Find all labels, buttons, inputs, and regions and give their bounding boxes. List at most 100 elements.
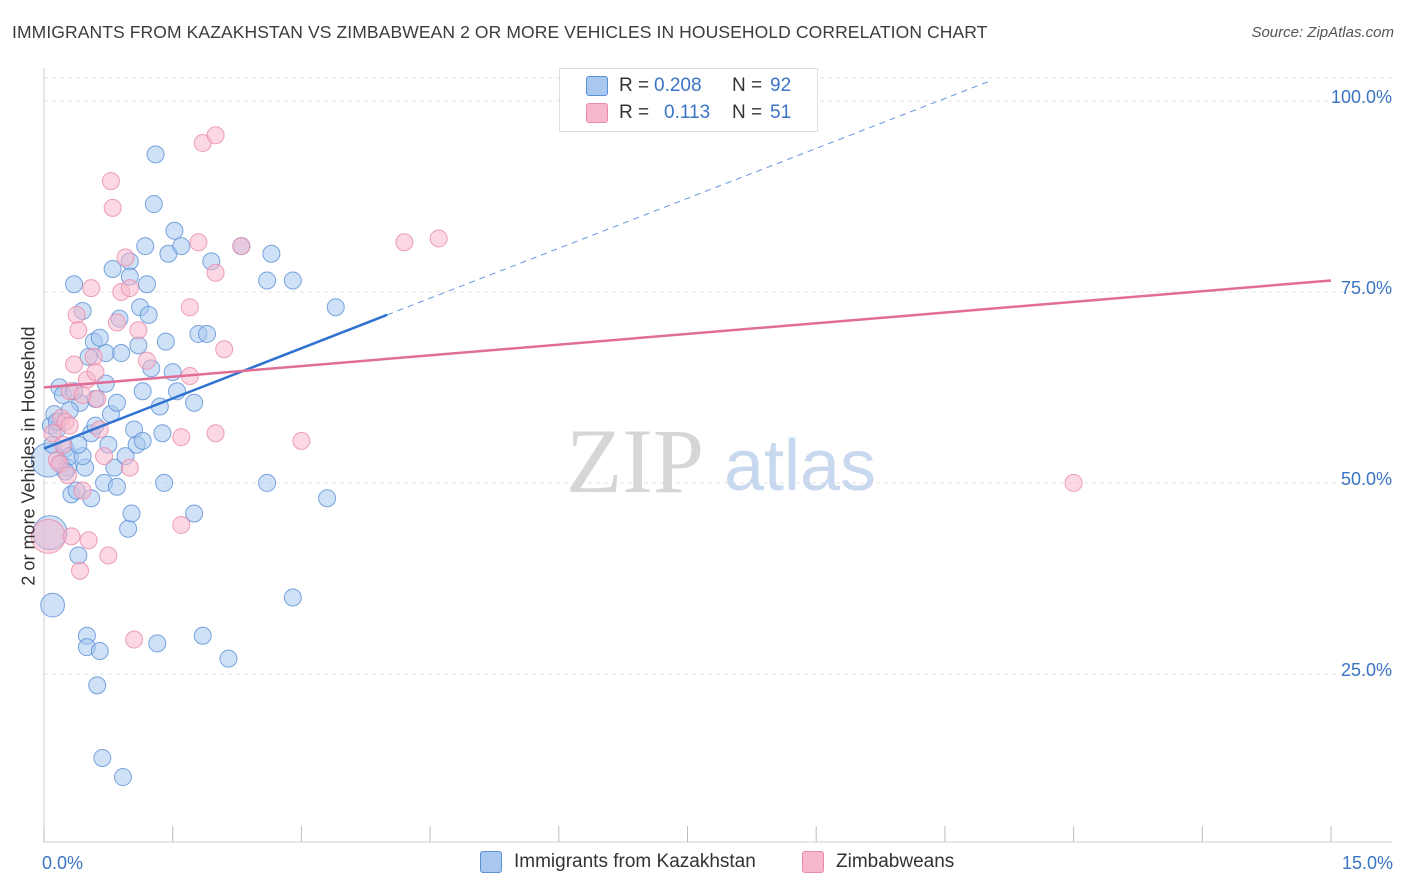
point-zimbabweans	[172, 515, 191, 534]
legend-swatch-pink	[802, 851, 824, 873]
point-kazakhstan	[90, 642, 109, 660]
legend-series: Immigrants from Kazakhstan Zimbabweans	[0, 851, 1406, 879]
series-kazakhstan-points	[30, 145, 345, 787]
point-zimbabweans	[60, 416, 79, 435]
point-zimbabweans	[125, 630, 144, 649]
legend-label: Zimbabweans	[836, 851, 955, 872]
point-zimbabweans	[84, 347, 103, 366]
trend-kazakhstan	[43, 313, 388, 450]
point-kazakhstan	[258, 473, 277, 492]
legend-stats: R = 0.208 N = 92 R = 0.113 N = 51	[559, 68, 818, 132]
point-zimbabweans	[95, 447, 114, 466]
source-note: Source: ZipAtlas.com	[1251, 24, 1394, 41]
point-kazakhstan	[198, 324, 217, 343]
point-zimbabweans	[71, 561, 90, 580]
point-zimbabweans	[99, 546, 118, 565]
legend-swatch-pink	[586, 103, 608, 123]
point-zimbabweans	[107, 313, 126, 332]
point-zimbabweans	[69, 321, 88, 340]
point-kazakhstan	[107, 477, 126, 496]
point-zimbabweans	[62, 527, 81, 546]
point-kazakhstan	[122, 504, 141, 523]
y-axis-label: 2 or more Vehicles in Household	[18, 326, 39, 586]
legend-r-value: 0.208	[654, 75, 702, 96]
watermark-zip: ZIP	[566, 410, 704, 512]
point-zimbabweans	[180, 298, 199, 317]
point-zimbabweans	[43, 424, 62, 443]
gridlines	[44, 77, 1392, 675]
trend-kazakhstan-extension	[387, 81, 988, 316]
point-zimbabweans	[206, 424, 225, 443]
legend-n-value: 92	[770, 75, 792, 96]
point-kazakhstan	[262, 244, 281, 263]
point-kazakhstan	[172, 237, 191, 256]
point-kazakhstan	[258, 271, 277, 290]
point-kazakhstan	[185, 393, 204, 412]
point-kazakhstan	[155, 473, 174, 492]
watermark: ZIP atlas	[566, 410, 876, 512]
watermark-atlas: atlas	[724, 426, 876, 506]
point-kazakhstan	[65, 275, 84, 294]
point-zimbabweans	[429, 229, 448, 248]
y-tick-50: 50.0%	[1340, 469, 1392, 489]
x-tick-max: 15.0%	[1341, 853, 1393, 873]
point-kazakhstan	[318, 489, 337, 508]
point-kazakhstan	[40, 592, 65, 618]
y-tick-75: 75.0%	[1340, 278, 1392, 298]
point-zimbabweans	[395, 233, 414, 252]
point-zimbabweans	[67, 305, 86, 324]
point-kazakhstan	[153, 424, 172, 443]
legend-swatch-blue	[586, 76, 608, 96]
legend-swatch-blue	[480, 851, 502, 873]
point-zimbabweans	[65, 355, 84, 374]
trend-lines	[43, 81, 1332, 450]
legend-item-kazakhstan: Immigrants from Kazakhstan	[480, 851, 756, 873]
trend-zimbabweans	[43, 279, 1332, 389]
point-zimbabweans	[215, 340, 234, 359]
legend-label: Immigrants from Kazakhstan	[514, 851, 756, 872]
point-zimbabweans	[129, 321, 148, 340]
point-kazakhstan	[146, 145, 165, 164]
axes	[43, 68, 1392, 843]
point-zimbabweans	[1064, 473, 1083, 492]
point-zimbabweans	[137, 351, 156, 370]
point-zimbabweans	[73, 386, 92, 405]
point-kazakhstan	[88, 676, 107, 695]
point-zimbabweans	[101, 172, 120, 191]
point-kazakhstan	[219, 649, 238, 668]
point-zimbabweans	[116, 248, 135, 267]
point-kazakhstan	[156, 332, 175, 351]
y-tick-100: 100.0%	[1330, 87, 1392, 107]
point-kazakhstan	[148, 634, 167, 653]
point-kazakhstan	[139, 305, 158, 324]
point-zimbabweans	[206, 263, 225, 282]
legend-n-label: N =	[732, 75, 763, 96]
point-kazakhstan	[107, 393, 126, 412]
point-kazakhstan	[119, 519, 138, 538]
point-zimbabweans	[79, 531, 98, 550]
point-zimbabweans	[189, 233, 208, 252]
chart-title: IMMIGRANTS FROM KAZAKHSTAN VS ZIMBABWEAN…	[12, 22, 988, 42]
point-zimbabweans	[120, 458, 139, 477]
point-kazakhstan	[90, 328, 109, 347]
point-zimbabweans	[59, 466, 78, 485]
point-zimbabweans	[172, 428, 191, 447]
point-kazakhstan	[283, 588, 302, 607]
series-zimbabweans-points	[30, 126, 1083, 649]
point-kazakhstan	[133, 382, 152, 401]
point-zimbabweans	[86, 363, 105, 382]
point-kazakhstan	[283, 271, 302, 290]
point-kazakhstan	[133, 431, 152, 450]
legend-item-zimbabweans: Zimbabweans	[802, 851, 954, 873]
x-tick-min: 0.0%	[42, 853, 84, 873]
point-kazakhstan	[185, 504, 204, 523]
point-kazakhstan	[193, 626, 212, 645]
legend-r-label: R =	[619, 102, 650, 123]
point-zimbabweans	[73, 481, 92, 500]
point-kazakhstan	[112, 344, 131, 363]
point-zimbabweans	[82, 279, 101, 298]
point-kazakhstan	[326, 298, 345, 317]
legend-n-value: 51	[770, 102, 792, 123]
point-kazakhstan	[144, 195, 163, 214]
